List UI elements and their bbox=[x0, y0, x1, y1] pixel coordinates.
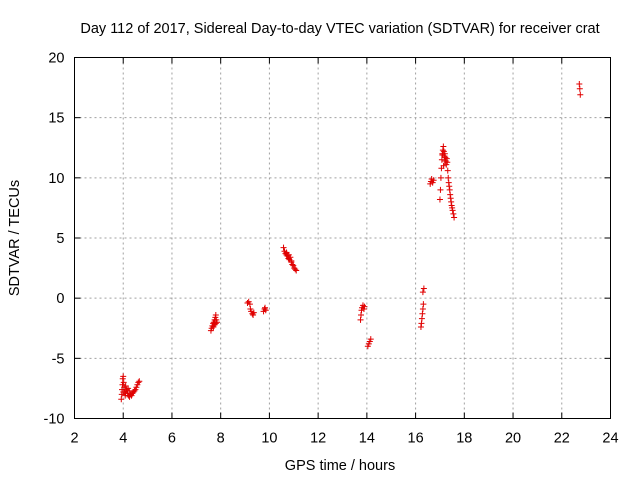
data-point bbox=[122, 383, 129, 390]
data-point bbox=[120, 389, 127, 396]
data-point bbox=[450, 210, 457, 217]
data-point bbox=[285, 251, 292, 258]
data-point bbox=[126, 387, 133, 394]
data-point bbox=[120, 373, 127, 380]
data-point bbox=[577, 91, 584, 98]
y-tick-label: 5 bbox=[56, 231, 64, 247]
x-tick-label: 22 bbox=[554, 431, 570, 447]
data-point bbox=[439, 151, 446, 158]
grid bbox=[74, 57, 611, 419]
y-tick-label: 10 bbox=[48, 171, 64, 187]
y-tick-label: 15 bbox=[48, 111, 64, 127]
data-point bbox=[211, 321, 218, 328]
y-tick-label: 20 bbox=[48, 51, 64, 67]
data-point bbox=[576, 85, 583, 92]
data-point bbox=[420, 301, 427, 308]
data-point bbox=[436, 196, 443, 203]
x-axis: 2 4 6 8 10 12 14 16 18 20 22 24 bbox=[70, 57, 619, 447]
data-point bbox=[367, 336, 374, 343]
x-tick-label: 10 bbox=[261, 431, 277, 447]
data-point bbox=[361, 303, 368, 310]
x-tick-label: 12 bbox=[310, 431, 326, 447]
data-point bbox=[292, 266, 299, 273]
data-point bbox=[437, 174, 444, 181]
x-tick-label: 20 bbox=[505, 431, 521, 447]
data-point bbox=[440, 162, 447, 169]
data-point bbox=[289, 261, 296, 268]
x-tick-label: 18 bbox=[456, 431, 472, 447]
data-point bbox=[437, 186, 444, 193]
data-point bbox=[280, 244, 287, 251]
chart-title: Day 112 of 2017, Sidereal Day-to-day VTE… bbox=[80, 21, 599, 37]
data-points bbox=[118, 80, 584, 403]
data-point bbox=[250, 309, 257, 316]
y-tick-label: 0 bbox=[56, 291, 64, 307]
data-point bbox=[441, 157, 448, 164]
data-point bbox=[135, 379, 142, 386]
x-tick-label: 8 bbox=[217, 431, 225, 447]
y-axis-label: SDTVAR / TECUs bbox=[7, 180, 23, 296]
y-axis: -10 -5 0 5 10 15 20 bbox=[44, 51, 611, 428]
x-tick-label: 24 bbox=[602, 431, 618, 447]
data-point bbox=[449, 207, 456, 214]
x-axis-label: GPS time / hours bbox=[285, 458, 395, 474]
data-point bbox=[293, 267, 300, 274]
data-point bbox=[451, 214, 458, 221]
data-point bbox=[131, 387, 138, 394]
data-point bbox=[136, 378, 143, 385]
x-tick-label: 14 bbox=[359, 431, 375, 447]
x-tick-label: 6 bbox=[168, 431, 176, 447]
data-point bbox=[288, 257, 295, 264]
y-tick-label: -10 bbox=[44, 412, 65, 428]
data-point bbox=[249, 310, 256, 317]
data-point bbox=[444, 167, 451, 174]
x-tick-label: 2 bbox=[70, 431, 78, 447]
data-point bbox=[359, 302, 366, 309]
x-tick-label: 4 bbox=[119, 431, 127, 447]
data-point bbox=[212, 320, 219, 327]
data-point bbox=[430, 177, 437, 184]
x-tick-label: 16 bbox=[408, 431, 424, 447]
data-point bbox=[262, 307, 269, 314]
data-point bbox=[419, 289, 426, 296]
y-tick-label: -5 bbox=[52, 351, 65, 367]
data-point bbox=[420, 285, 427, 292]
